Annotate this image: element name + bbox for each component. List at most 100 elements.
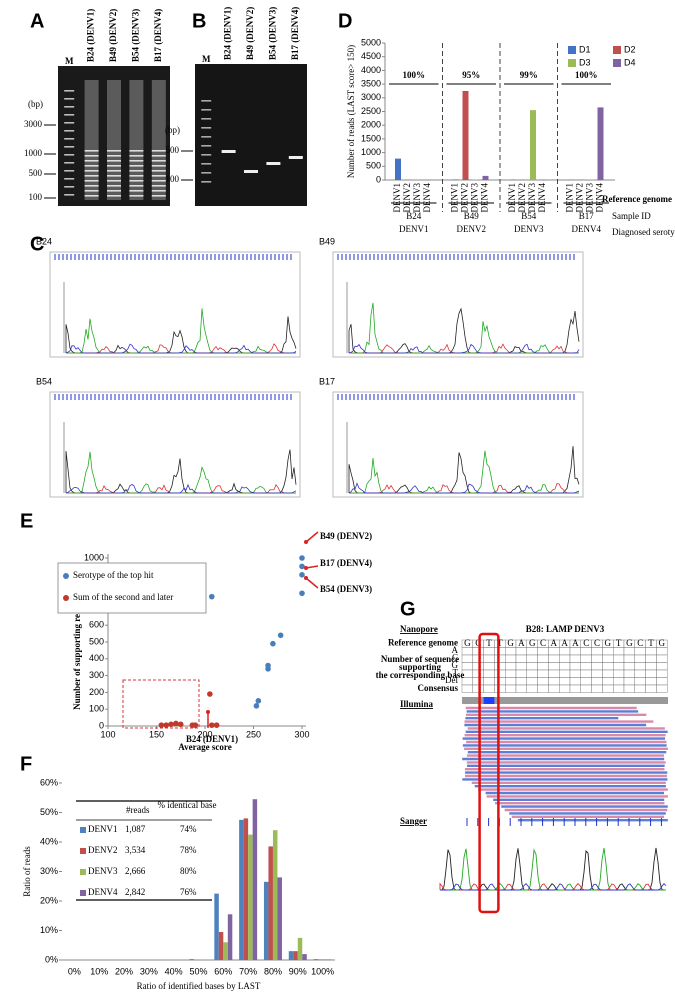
- bar: [395, 158, 401, 180]
- table-header: % identical base: [158, 800, 217, 810]
- table-cell: 2,842: [125, 887, 145, 897]
- gel-band: [64, 154, 75, 156]
- x-tick-label: 250: [246, 729, 261, 739]
- y-tick-label: 0%: [45, 954, 58, 964]
- gel-band: [151, 165, 166, 167]
- legend-label: D3: [579, 57, 591, 67]
- x-tick-label: 20%: [115, 966, 133, 976]
- panel-letter: D: [338, 10, 352, 32]
- gel-band: [64, 122, 75, 124]
- cell: [580, 677, 592, 686]
- support-label: Number of sequence: [381, 654, 459, 664]
- legend-box: [57, 562, 207, 614]
- cell: [548, 677, 560, 686]
- cell: [623, 677, 636, 686]
- reference-label: DENV2: [460, 183, 470, 213]
- x-tick-label: 50%: [189, 966, 207, 976]
- gel-band: [266, 162, 281, 165]
- sample-label: B17: [319, 376, 335, 386]
- bar: [288, 951, 294, 960]
- y-tick-label: 2000: [361, 120, 381, 130]
- x-axis-label: Reference genome: [602, 194, 672, 204]
- gel-band: [84, 170, 99, 172]
- point: [177, 721, 184, 728]
- reference-label: DENV1: [450, 183, 460, 213]
- cell: [505, 677, 517, 686]
- y-tick-label: 500: [89, 636, 104, 646]
- y-tick-label: 0: [99, 720, 104, 730]
- cell: [494, 677, 506, 686]
- cell: [559, 677, 571, 686]
- cell: [613, 647, 625, 656]
- legend-swatch: [613, 59, 621, 67]
- cell: [472, 677, 484, 686]
- cell: [537, 669, 549, 678]
- panel-title: B28: LAMP DENV3: [526, 624, 605, 634]
- gel-band: [84, 160, 99, 162]
- annotation: B49 (DENV2): [320, 531, 372, 541]
- cell: [526, 677, 538, 686]
- y-tick-label: 4000: [361, 65, 381, 75]
- cell: [515, 677, 528, 686]
- percent-label: 100%: [403, 70, 426, 80]
- x-tick-label: 300: [294, 729, 309, 739]
- gel-band: [201, 109, 212, 111]
- panel-letter: G: [400, 598, 416, 620]
- bar: [214, 893, 219, 960]
- bar: [189, 959, 194, 960]
- point: [192, 722, 199, 728]
- gel-band: [201, 163, 212, 165]
- bar: [452, 179, 459, 180]
- cell: [613, 684, 625, 693]
- point: [158, 722, 165, 728]
- reference-label: DENV1: [392, 183, 402, 213]
- bar: [223, 942, 228, 960]
- reference-base: T: [648, 638, 654, 648]
- gel-band: [129, 155, 144, 157]
- cell: [559, 662, 571, 671]
- gel-band: [129, 195, 144, 197]
- y-tick-label: 20%: [40, 895, 58, 905]
- gel-band: [64, 186, 75, 188]
- gel-band: [129, 160, 144, 162]
- legend-label: D1: [579, 44, 591, 54]
- table-cell: 2,666: [125, 866, 146, 876]
- cell: [623, 669, 636, 678]
- gel-band: [151, 190, 166, 192]
- gel-band: [84, 180, 99, 182]
- lane-label: B17 (DENV4): [153, 9, 163, 62]
- platform-label: Nanopore: [400, 624, 438, 634]
- cell: [559, 654, 571, 663]
- y-tick-label: 100: [89, 704, 104, 714]
- gel-band: [201, 154, 212, 156]
- marker-label: 100: [29, 192, 43, 202]
- x-tick-label: 30%: [140, 966, 158, 976]
- lane-label: B54 (DENV3): [130, 9, 140, 62]
- y-tick-label: 300: [89, 670, 104, 680]
- gel-band: [107, 170, 121, 172]
- cell: [645, 654, 657, 663]
- gel-band: [84, 195, 99, 197]
- reference-base: T: [497, 638, 503, 648]
- gel-band: [244, 170, 258, 173]
- cell: [645, 669, 657, 678]
- point: [277, 632, 284, 639]
- legend-label: Sum of the second and later: [73, 592, 173, 602]
- cell: [613, 662, 625, 671]
- row-label: Diagnosed serotype: [612, 227, 675, 237]
- legend-swatch: [80, 848, 86, 854]
- reference-label: DENV2: [575, 183, 585, 213]
- gel-band: [107, 190, 121, 192]
- cell: [569, 669, 582, 678]
- cell: [634, 662, 646, 671]
- cell: [591, 684, 603, 693]
- variant-mark: [483, 697, 495, 704]
- y-tick-label: 1000: [361, 147, 381, 157]
- chromatogram: [332, 251, 584, 358]
- reference-label: DENV1: [507, 183, 517, 213]
- point: [163, 722, 169, 728]
- bar: [327, 959, 332, 960]
- legend-label: DENV1: [88, 824, 118, 834]
- reference-label: DENV3: [585, 183, 595, 213]
- highlight-box: [122, 679, 200, 729]
